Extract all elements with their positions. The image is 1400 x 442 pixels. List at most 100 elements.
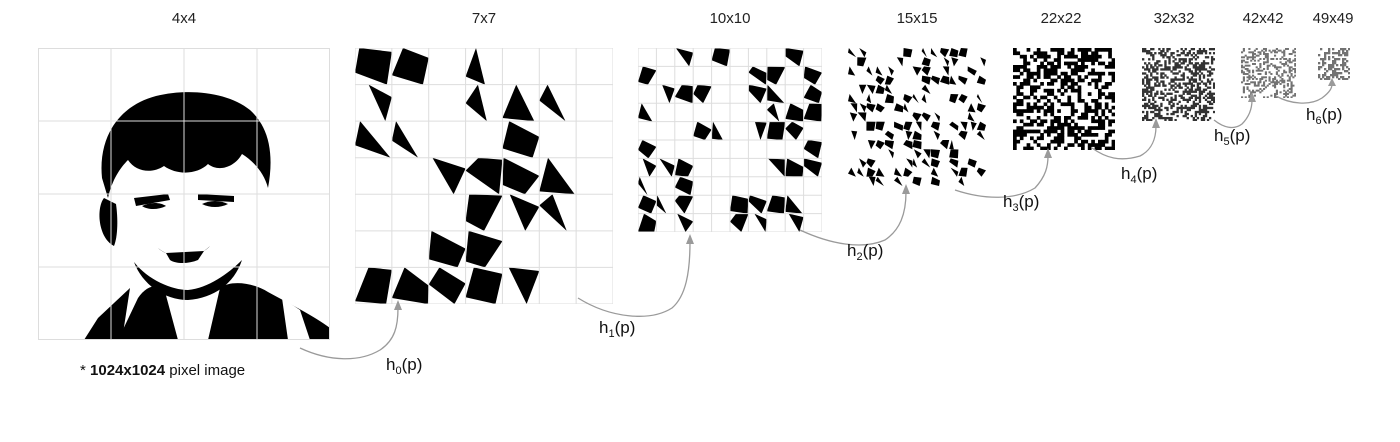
scramble-tile (1057, 126, 1061, 130)
scramble-tile (1182, 62, 1185, 65)
scramble-tile (1036, 136, 1041, 141)
scramble-tile (1244, 96, 1247, 98)
scramble-tile (1026, 75, 1031, 79)
scramble-tile (958, 130, 968, 140)
scramble-tile (1016, 68, 1021, 73)
scramble-tile (1246, 61, 1249, 64)
scramble-tile (1101, 112, 1106, 117)
scramble-tile (1206, 56, 1210, 59)
scramble-tile (1170, 96, 1173, 99)
scramble-tile (1281, 63, 1284, 65)
scramble-tile (1200, 118, 1204, 121)
scramble-tile (1286, 84, 1289, 87)
scramble-tile (1318, 74, 1321, 77)
scramble-tile (1268, 76, 1271, 79)
scramble-tile (1150, 64, 1153, 67)
scramble-tile (1263, 96, 1266, 98)
scramble-tile (1164, 52, 1167, 55)
scramble-tile (1288, 76, 1291, 79)
scramble-tile (1154, 106, 1157, 110)
scramble-tile (1156, 60, 1159, 63)
scramble-tile (980, 57, 986, 67)
scramble-tile (1198, 76, 1202, 79)
scramble-tile (1150, 88, 1153, 91)
scramble-tile (1250, 91, 1253, 94)
scramble-tile (1013, 65, 1017, 69)
scramble-tile (1194, 80, 1198, 83)
scramble-tile (1210, 68, 1214, 71)
scramble-tile (1084, 116, 1089, 120)
scramble-tile (1111, 95, 1115, 100)
scramble-tile (1154, 112, 1157, 116)
scramble-tile (1210, 72, 1214, 75)
scramble-tile (1263, 68, 1266, 70)
scramble-tile (1033, 78, 1038, 83)
scramble-tile (766, 66, 786, 85)
scramble-tile (1176, 64, 1179, 67)
scramble-tile (857, 112, 867, 122)
scramble-tile (1094, 85, 1099, 90)
arrow-h6 (1275, 83, 1333, 104)
scramble-tile (1013, 68, 1017, 73)
scramble-tile (1026, 105, 1031, 110)
scramble-tile (1077, 65, 1082, 69)
scramble-tile (1154, 108, 1157, 112)
scramble-tile (1252, 91, 1255, 94)
scramble-tile (1263, 63, 1266, 65)
scramble-tile (1060, 48, 1065, 52)
scramble-tile (1340, 72, 1343, 75)
scramble-tile (1164, 60, 1167, 63)
scramble-tile (1253, 91, 1256, 94)
scramble-tile (1255, 89, 1258, 92)
scramble-tile (1290, 84, 1293, 87)
scramble-tile (1322, 64, 1325, 67)
scramble-tile (875, 103, 885, 113)
scramble-tile (1172, 102, 1175, 106)
scramble-tile (1064, 78, 1068, 83)
scramble-tile (857, 167, 864, 177)
scramble-tile (1188, 90, 1191, 93)
scramble-tile (1172, 112, 1175, 116)
scramble-tile (1087, 58, 1092, 62)
scramble-tile (1210, 94, 1214, 97)
scramble-tile (1178, 64, 1181, 67)
scramble-tile (1190, 84, 1193, 87)
scramble-tile (1053, 95, 1058, 100)
scramble-tile (1060, 92, 1065, 96)
scramble-tile (1248, 96, 1251, 98)
scramble-tile (1198, 52, 1202, 55)
scramble-tile (502, 84, 535, 122)
scramble-tile (1275, 68, 1278, 70)
scramble-tile (1268, 49, 1271, 52)
scramble-tile (1170, 100, 1173, 104)
scramble-tile (1261, 76, 1264, 79)
scramble-tile (1144, 116, 1147, 120)
scramble-tile (1178, 84, 1181, 87)
scramble-tile (368, 84, 392, 122)
scramble-tile (875, 75, 885, 85)
scramble-tile (1070, 88, 1075, 93)
scramble-tile (1279, 49, 1282, 52)
scramble-tile (1023, 61, 1027, 66)
scramble-tile (1040, 136, 1044, 141)
scramble-tile (1274, 84, 1277, 87)
scramble-tile (1160, 72, 1163, 75)
scramble-tile (921, 94, 927, 104)
scramble-tile (1324, 54, 1327, 57)
scramble-tile (1182, 98, 1185, 102)
scramble-tile (1264, 71, 1267, 74)
scramble-tile (1067, 95, 1072, 100)
scramble-tile (1162, 92, 1165, 95)
scramble-tile (1170, 112, 1173, 116)
scramble-tile (1033, 58, 1038, 62)
scramble-tile (1206, 92, 1210, 95)
scramble-tile (1184, 60, 1187, 63)
scramble-tile (638, 213, 657, 232)
scramble-tile (1150, 90, 1153, 93)
scramble-tile (1094, 146, 1099, 150)
scramble-tile (1288, 88, 1291, 90)
scramble-tile (1057, 109, 1061, 113)
scramble-tile (1252, 71, 1255, 74)
scramble-tile (1328, 68, 1331, 71)
scramble-tile (1144, 50, 1147, 53)
